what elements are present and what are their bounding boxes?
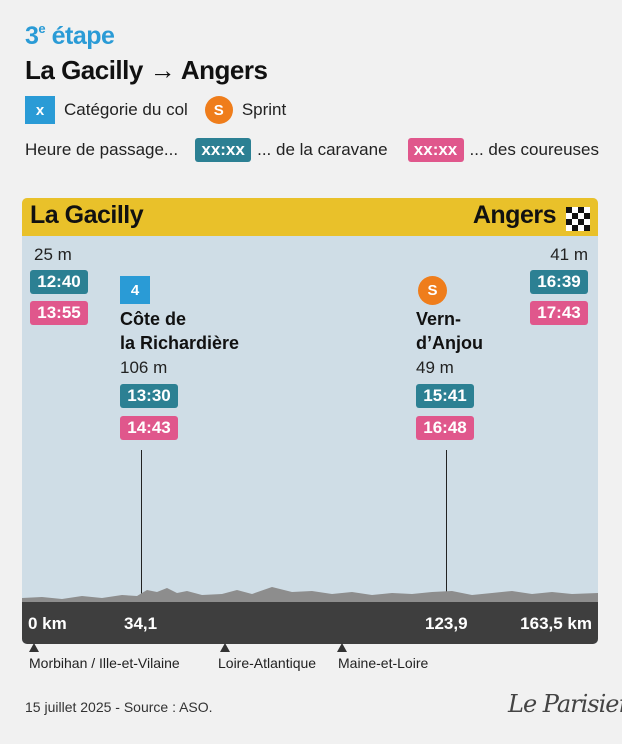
km-start: 0 km: [28, 614, 67, 633]
elevation-profile: [22, 587, 598, 604]
climb-altitude: 106 m: [120, 358, 168, 377]
riders-legend-label: ... des coureuses: [469, 140, 599, 159]
climb-name-line2: la Richardière: [120, 333, 240, 353]
km-end: 163,5 km: [520, 614, 592, 633]
region-marker-icon: [29, 643, 39, 652]
climb-name-line1: Côte de: [120, 309, 187, 329]
sprint-icon: S: [418, 276, 447, 305]
end-riders-time: 17:43: [530, 301, 588, 325]
le-parisien-logo: Le Parisien: [508, 690, 622, 718]
sprint-riders-time: 16:48: [416, 416, 474, 440]
category-legend-icon: x: [25, 96, 55, 124]
climb-marker-line: [141, 450, 142, 603]
route-title: La Gacilly → Angers: [25, 55, 268, 85]
start-city: La Gacilly: [30, 201, 144, 229]
end-caravan-time: 16:39: [530, 270, 588, 294]
km-climb: 34,1: [124, 614, 158, 633]
distance-bar: 0 km 34,1 123,9 163,5 km: [22, 602, 598, 644]
region-1: Morbihan / Ille-et-Vilaine: [29, 655, 180, 671]
region-3: Maine-et-Loire: [338, 655, 429, 671]
climb-caravan-time: 13:30: [120, 384, 178, 408]
category-legend-label: Catégorie du col: [64, 100, 188, 119]
sprint-marker-line: [446, 450, 447, 603]
legend-times: Heure de passage... xx:xx ... de la cara…: [25, 138, 599, 162]
region-2: Loire-Atlantique: [218, 655, 317, 671]
time-legend-label: Heure de passage...: [25, 140, 179, 159]
start-caravan-time: 12:40: [30, 270, 88, 294]
sprint-legend-icon: S: [204, 96, 233, 124]
km-sprint: 123,9: [425, 614, 468, 633]
riders-legend-badge: xx:xx: [407, 138, 464, 162]
sprint-caravan-time: 15:41: [416, 384, 474, 408]
end-altitude: 41 m: [550, 245, 588, 264]
region-marker-icon: [337, 643, 347, 652]
sprint-name-line1: Vern-: [416, 309, 462, 329]
stage-profile-panel: La Gacilly Angers 25 m 12:40 13:55 41 m …: [22, 198, 598, 644]
start-riders-time: 13:55: [30, 301, 88, 325]
legend-category: x Catégorie du col S Sprint: [25, 96, 286, 124]
sprint-name-line2: d’Anjou: [416, 333, 483, 353]
start-altitude: 25 m: [34, 245, 72, 264]
climb-riders-time: 14:43: [120, 416, 178, 440]
sprint-legend-label: Sprint: [241, 100, 287, 119]
stage-title: 3e étape: [25, 21, 115, 50]
climb-category-icon: 4: [120, 276, 150, 304]
source-note: 15 juillet 2025 - Source : ASO.: [25, 699, 213, 715]
sprint-altitude: 49 m: [416, 358, 454, 377]
caravan-legend-label: ... de la caravane: [257, 140, 388, 159]
checkered-flag-icon: [566, 207, 590, 231]
caravan-legend-badge: xx:xx: [195, 138, 252, 162]
region-marker-icon: [220, 643, 230, 652]
end-city: Angers: [472, 201, 557, 229]
city-bar: La Gacilly Angers: [22, 198, 598, 236]
